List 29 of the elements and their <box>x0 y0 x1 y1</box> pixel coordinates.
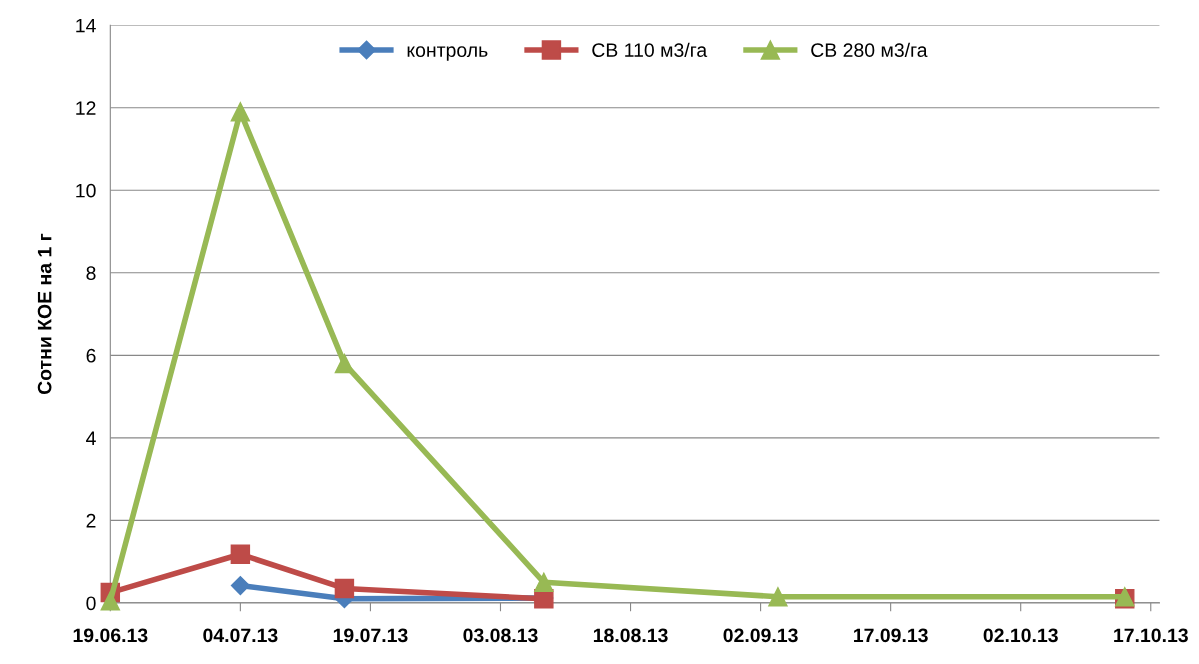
y-tick-label: 12 <box>76 101 96 115</box>
y-tick-label: 6 <box>86 348 96 363</box>
y-tick-label: 2 <box>86 513 96 528</box>
point <box>768 586 788 607</box>
point <box>230 544 251 564</box>
y-tick-label: 4 <box>86 431 96 445</box>
x-tick-label: 04.07.13 <box>203 628 278 643</box>
point <box>534 572 554 593</box>
x-tick-label: 03.08.13 <box>463 628 538 643</box>
point <box>230 576 250 596</box>
point <box>230 102 251 122</box>
point <box>100 591 121 611</box>
x-tick-label: 02.10.13 <box>983 628 1058 643</box>
y-tick-label: 14 <box>76 18 96 33</box>
x-tick-label: 19.07.13 <box>333 628 408 643</box>
y-tick-label: 0 <box>86 596 96 611</box>
y-tick-label: 8 <box>86 266 96 281</box>
x-tick-label: 02.09.13 <box>723 628 798 643</box>
x-tick-label: 18.08.13 <box>593 628 668 643</box>
point <box>334 578 355 599</box>
legend-label: контроль <box>407 46 488 61</box>
x-tick-label: 17.10.13 <box>1114 628 1188 643</box>
x-tick-label: 19.06.13 <box>73 628 148 643</box>
x-tick-label: 17.09.13 <box>854 628 928 643</box>
legend-label: СВ 110 м3/га <box>592 42 708 58</box>
point <box>334 353 355 374</box>
y-tick-label: 10 <box>76 183 96 198</box>
y-axis-title: Сотни КОЕ на 1 г <box>37 233 52 395</box>
legend-label: СВ 280 м3/га <box>811 42 928 58</box>
